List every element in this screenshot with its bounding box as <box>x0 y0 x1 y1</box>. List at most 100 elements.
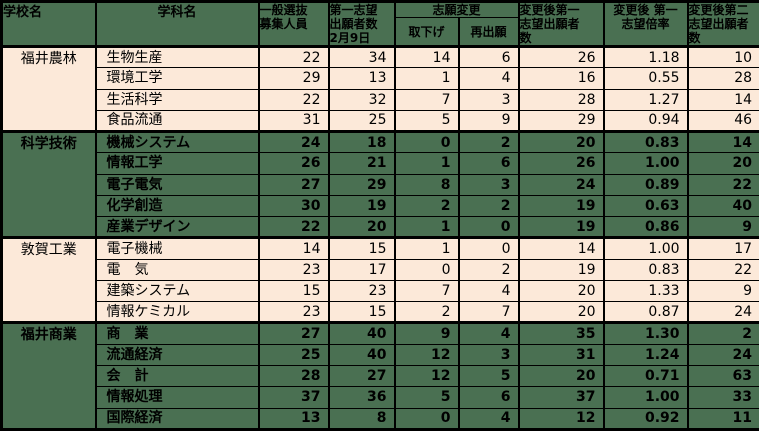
data-cell: 5 <box>393 386 460 409</box>
department-cell: 情報工学 <box>94 152 260 175</box>
data-cell: 0.71 <box>602 364 689 388</box>
data-cell: 46 <box>686 109 759 133</box>
data-cell: 0.89 <box>602 173 689 196</box>
data-cell: 15 <box>327 236 396 260</box>
data-cell: 9 <box>686 216 759 239</box>
header-row-1: 学校名 学科名 一般選抜 募集人員 第一志望 出願者数 2月9日 志願変更 変更… <box>0 1 759 47</box>
data-cell: 2 <box>457 130 520 154</box>
data-cell: 40 <box>327 343 396 366</box>
department-cell: 機械システム <box>94 130 260 154</box>
header-row-2: 取下げ 再出願 <box>2 17 759 47</box>
data-cell: 35 <box>517 321 605 345</box>
table-row: 化学創造 30 19 2 2 19 0.63 40 <box>2 194 759 218</box>
data-cell: 7 <box>393 279 460 303</box>
department-cell: 化学創造 <box>94 194 260 218</box>
table-row: 情報処理 37 36 5 6 37 1.00 33 <box>2 386 759 409</box>
data-cell: 14 <box>686 88 759 111</box>
department-cell: 会 計 <box>94 364 260 388</box>
data-cell: 20 <box>517 279 605 303</box>
data-cell: 6 <box>457 152 520 175</box>
data-cell: 24 <box>686 301 759 324</box>
table-row: 流通経済 25 40 12 3 31 1.24 24 <box>2 343 759 366</box>
data-cell: 7 <box>393 88 460 111</box>
data-cell: 22 <box>257 88 330 111</box>
data-cell: 2 <box>457 258 520 281</box>
data-cell: 29 <box>327 173 396 196</box>
data-cell: 20 <box>517 364 605 388</box>
data-cell: 30 <box>257 194 330 218</box>
data-cell: 31 <box>517 343 605 366</box>
table-row: 情報工学 26 21 1 6 26 1.00 20 <box>2 152 759 175</box>
data-cell: 1.00 <box>602 152 689 175</box>
department-cell: 国際経済 <box>94 407 260 431</box>
header-department-name: 学科名 <box>94 1 260 47</box>
data-cell: 0 <box>457 236 520 260</box>
data-cell: 29 <box>257 67 330 90</box>
table-row: 科学技術 機械システム 24 18 0 2 20 0.83 14 <box>0 130 759 239</box>
data-cell: 0.87 <box>602 301 689 324</box>
data-cell: 19 <box>517 194 605 218</box>
table-row: 国際経済 13 8 0 4 12 0.92 11 <box>2 407 759 431</box>
data-cell: 1 <box>393 216 460 239</box>
data-cell: 15 <box>327 301 396 324</box>
data-cell: 0.86 <box>602 216 689 239</box>
data-cell: 5 <box>457 364 520 388</box>
data-cell: 0.83 <box>602 258 689 281</box>
data-cell: 1.30 <box>602 321 689 345</box>
data-cell: 9 <box>393 321 460 345</box>
data-cell: 25 <box>257 343 330 366</box>
data-cell: 1.33 <box>602 279 689 303</box>
data-cell: 23 <box>257 258 330 281</box>
data-cell: 28 <box>517 88 605 111</box>
header-first-choice-applicants: 第一志望 出願者数 2月9日 <box>327 1 396 47</box>
department-cell: 環境工学 <box>94 67 260 90</box>
data-cell: 18 <box>327 130 396 154</box>
data-cell: 1 <box>393 67 460 90</box>
data-cell: 20 <box>517 301 605 324</box>
table-row: 情報ケミカル 23 15 2 7 20 0.87 24 <box>2 301 759 324</box>
data-cell: 33 <box>686 386 759 409</box>
department-cell: 建築システム <box>94 279 260 303</box>
data-cell: 17 <box>686 236 759 260</box>
data-cell: 20 <box>517 130 605 154</box>
data-cell: 24 <box>257 130 330 154</box>
data-cell: 14 <box>686 130 759 154</box>
table-row: 環境工学 29 13 1 4 16 0.55 28 <box>2 67 759 90</box>
header-general-capacity: 一般選抜 募集人員 <box>257 1 330 47</box>
data-cell: 0.92 <box>602 407 689 431</box>
data-cell: 9 <box>457 109 520 133</box>
table-row: 福井農林 生物生産 22 34 14 6 26 1.18 10 <box>0 44 759 133</box>
department-cell: 生活科学 <box>94 88 260 111</box>
data-cell: 19 <box>517 216 605 239</box>
department-cell: 商 業 <box>94 321 260 345</box>
data-cell: 26 <box>517 152 605 175</box>
data-cell: 1.18 <box>602 44 689 69</box>
data-cell: 28 <box>257 364 330 388</box>
table-row: 電 気 23 17 0 2 19 0.83 22 <box>2 258 759 281</box>
data-cell: 20 <box>327 216 396 239</box>
data-cell: 3 <box>457 88 520 111</box>
header-after-change-ratio: 変更後 第一 志望倍率 <box>602 1 689 47</box>
department-cell: 電子機械 <box>94 236 260 260</box>
data-cell: 4 <box>457 407 520 431</box>
table-body: 福井農林 生物生産 22 34 14 6 26 1.18 10 環境工学 29 13 1 4 16 0.55 2… <box>0 44 759 431</box>
data-cell: 0.63 <box>602 194 689 218</box>
data-cell: 12 <box>393 343 460 366</box>
data-cell: 4 <box>457 67 520 90</box>
data-cell: 27 <box>257 173 330 196</box>
data-cell: 27 <box>327 364 396 388</box>
data-cell: 0.83 <box>602 130 689 154</box>
header-school-name: 学校名 <box>0 1 97 47</box>
data-cell: 1 <box>393 236 460 260</box>
data-cell: 6 <box>457 44 520 69</box>
data-cell: 4 <box>457 279 520 303</box>
data-cell: 3 <box>457 343 520 366</box>
data-cell: 0 <box>393 407 460 431</box>
data-cell: 27 <box>257 321 330 345</box>
data-cell: 26 <box>517 44 605 69</box>
data-cell: 2 <box>393 194 460 218</box>
department-cell: 生物生産 <box>94 44 260 69</box>
data-cell: 0.94 <box>602 109 689 133</box>
data-cell: 2 <box>393 301 460 324</box>
